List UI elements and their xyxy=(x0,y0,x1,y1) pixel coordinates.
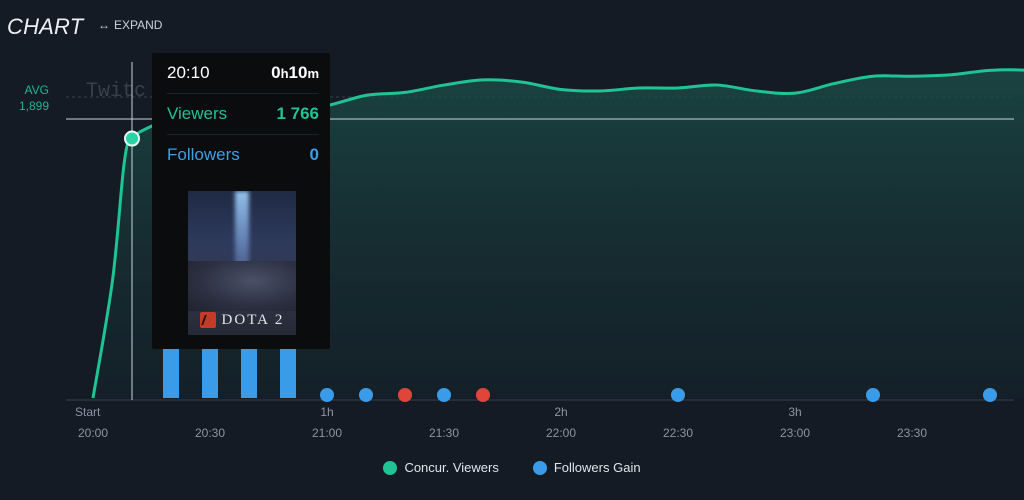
x-tick-label: 22:00 xyxy=(546,426,576,440)
art-beam xyxy=(235,191,249,271)
chart-tooltip: 20:10 0h10m Viewers 1 766 Followers 0 DO… xyxy=(152,53,330,349)
x-tick-label: 20:30 xyxy=(195,426,225,440)
legend-item-followers[interactable]: Followers Gain xyxy=(532,460,641,475)
chart-legend: Concur. Viewers Followers Gain xyxy=(0,460,1024,475)
tooltip-duration-hours: 0 xyxy=(271,63,281,82)
followers-loss-dot[interactable] xyxy=(476,388,490,402)
x-tick-label-top: 1h xyxy=(320,405,333,419)
followers-zero-dot[interactable] xyxy=(359,388,373,402)
dota-logo-icon xyxy=(199,312,216,328)
followers-zero-dot[interactable] xyxy=(671,388,685,402)
followers-bar[interactable] xyxy=(280,343,296,398)
followers-zero-dot[interactable] xyxy=(866,388,880,402)
watermark-text: Twitc xyxy=(86,80,146,103)
avg-label-text: AVG xyxy=(24,83,49,97)
legend-label-viewers: Concur. Viewers xyxy=(404,460,499,475)
x-tick-label: 21:30 xyxy=(429,426,459,440)
tooltip-time: 20:10 xyxy=(167,63,210,82)
tooltip-time-row: 20:10 0h10m xyxy=(167,53,319,94)
x-tick-label: 23:00 xyxy=(780,426,810,440)
followers-zero-dot[interactable] xyxy=(983,388,997,402)
x-tick-label-top: 3h xyxy=(788,405,801,419)
tooltip-duration: 0h10m xyxy=(271,63,319,83)
tooltip-duration-m-unit: m xyxy=(307,66,319,81)
legend-dot-viewers xyxy=(383,460,398,475)
tooltip-duration-minutes: 10 xyxy=(288,63,308,82)
followers-zero-dot[interactable] xyxy=(437,388,451,402)
tooltip-followers-label: Followers xyxy=(167,145,240,164)
game-box-art: DOTA 2 xyxy=(188,191,296,335)
tooltip-duration-h-unit: h xyxy=(280,66,289,81)
avg-label: AVG 1,899 xyxy=(0,82,49,114)
art-rocks xyxy=(188,261,296,311)
followers-bar[interactable] xyxy=(202,343,218,398)
expand-button[interactable]: ↔ EXPAND xyxy=(98,18,162,32)
tooltip-viewers-value: 1 766 xyxy=(276,104,319,123)
legend-dot-followers xyxy=(532,460,547,475)
x-tick-label: 22:30 xyxy=(663,426,693,440)
game-brand: DOTA 2 xyxy=(188,309,296,331)
followers-bar[interactable] xyxy=(163,343,179,398)
horizontal-arrows-icon: ↔ xyxy=(98,18,110,32)
followers-bar[interactable] xyxy=(241,343,257,398)
tooltip-viewers-row: Viewers 1 766 xyxy=(167,94,319,135)
game-title: DOTA 2 xyxy=(221,311,285,328)
x-tick-label: 20:00 xyxy=(78,426,108,440)
tooltip-followers-value: 0 xyxy=(309,145,319,164)
legend-label-followers: Followers Gain xyxy=(553,460,641,475)
tooltip-followers-row: Followers 0 xyxy=(167,135,319,175)
legend-item-viewers[interactable]: Concur. Viewers xyxy=(383,460,499,475)
expand-label: EXPAND xyxy=(114,18,163,32)
hover-point[interactable] xyxy=(124,130,140,147)
chart-title: CHART xyxy=(7,14,84,39)
followers-zero-dot[interactable] xyxy=(320,388,334,402)
x-tick-label: 21:00 xyxy=(312,426,342,440)
x-tick-label-top: 2h xyxy=(554,405,567,419)
followers-loss-dot[interactable] xyxy=(398,388,412,402)
tooltip-viewers-label: Viewers xyxy=(167,104,228,123)
x-tick-label-top: Start xyxy=(75,405,101,419)
x-tick-label: 23:30 xyxy=(897,426,927,440)
avg-value-text: 1,899 xyxy=(18,99,49,113)
